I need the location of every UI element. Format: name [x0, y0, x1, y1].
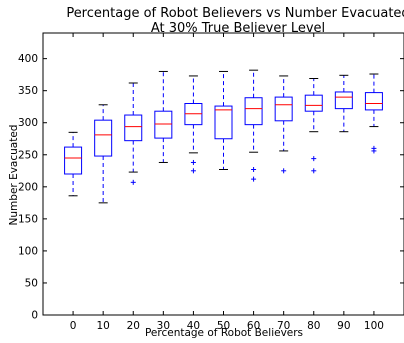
- box-iqr: [124, 114, 143, 142]
- box-iqr: [334, 91, 353, 110]
- x-tick-label: 0: [70, 320, 77, 332]
- box-iqr: [64, 146, 83, 175]
- x-axis-label: Percentage of Robot Believers: [145, 327, 303, 339]
- plot-area: 0 50 100 150 200 250 300 350 400 0 10 20 30 40 50 60 70 8…: [18, 32, 404, 332]
- chart-title: Percentage of Robot Believers vs Number …: [66, 6, 404, 21]
- y-tick-label: 50: [25, 277, 38, 289]
- x-tick-label: 40: [187, 320, 200, 332]
- y-tick-label: 200: [18, 181, 38, 193]
- y-tick-label: 300: [18, 117, 38, 129]
- box-iqr: [94, 119, 113, 157]
- box-iqr: [304, 94, 323, 112]
- box-iqr: [364, 92, 383, 111]
- x-tick-label: 30: [157, 320, 170, 332]
- x-tick-label: 50: [217, 320, 230, 332]
- box-iqr: [244, 97, 263, 126]
- x-tick-label: 100: [364, 320, 384, 332]
- y-tick-label: 150: [18, 213, 38, 225]
- x-tick-label: 20: [127, 320, 140, 332]
- y-tick-label: 250: [18, 149, 38, 161]
- box-iqr: [154, 110, 173, 139]
- y-tick-label: 100: [18, 245, 38, 257]
- y-tick-label: 0: [31, 310, 38, 322]
- x-tick-label: 60: [247, 320, 260, 332]
- x-tick-label: 90: [337, 320, 350, 332]
- y-tick-label: 350: [18, 85, 38, 97]
- y-axis-label: Number Evacuated: [8, 125, 20, 226]
- x-tick-label: 10: [96, 320, 109, 332]
- box-iqr: [274, 96, 293, 122]
- y-tick-label: 400: [18, 53, 38, 65]
- x-tick-label: 80: [307, 320, 320, 332]
- x-tick-label: 70: [277, 320, 290, 332]
- chart-subtitle: At 30% True Believer Level: [151, 21, 325, 36]
- box-iqr: [214, 105, 233, 140]
